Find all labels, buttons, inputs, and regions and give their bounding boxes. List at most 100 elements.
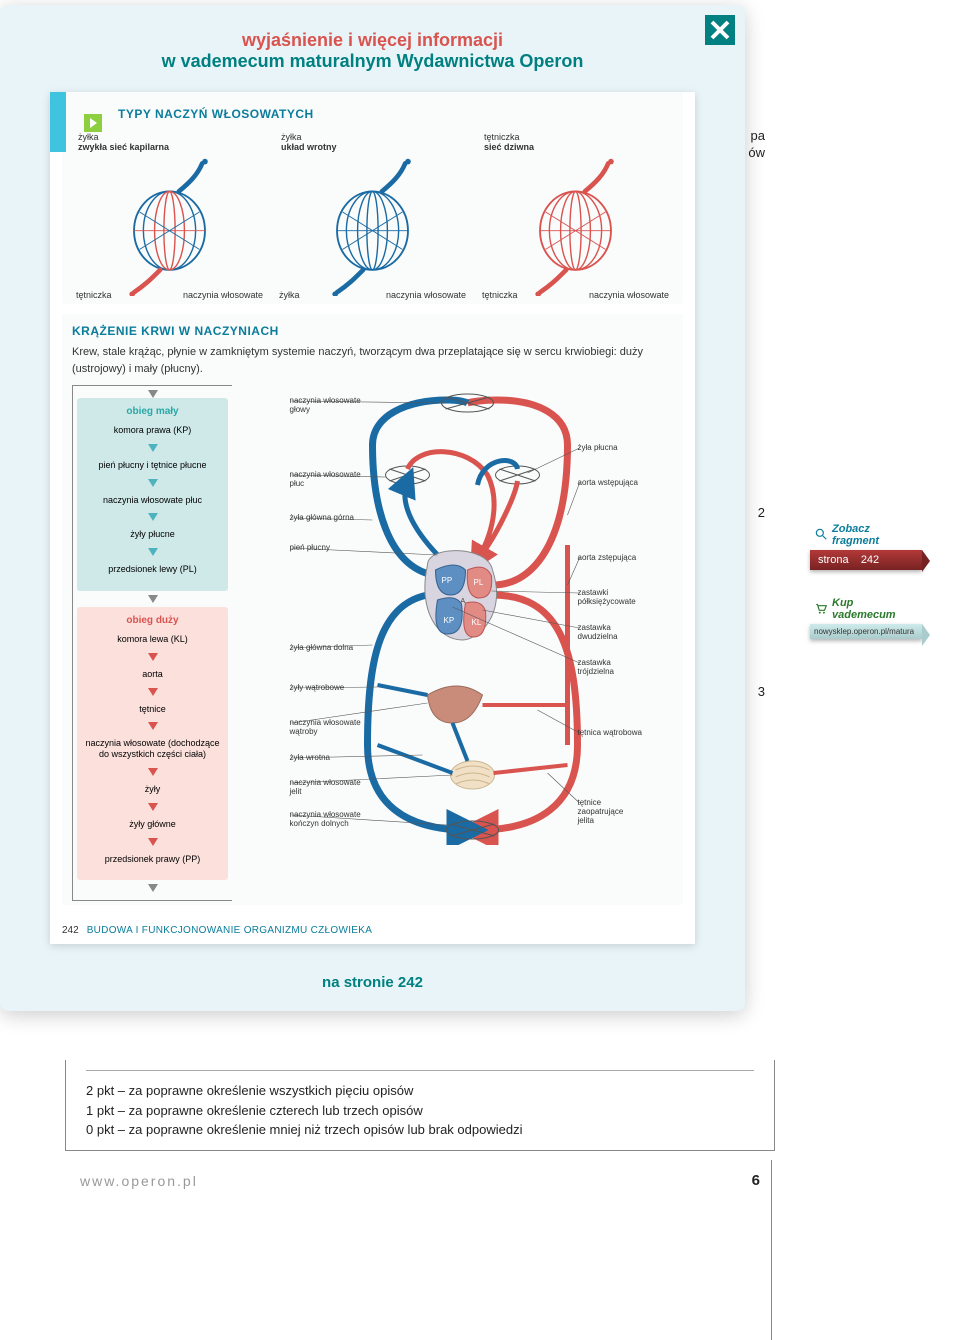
diagram-label: dwudzielna [578, 632, 619, 641]
bg-num-1: 2 [758, 505, 765, 520]
widget-fragment-label: Zobacz fragment [832, 523, 918, 547]
diagram-label: tętnica wątrobowa [578, 728, 643, 737]
close-icon [708, 18, 732, 42]
modal-footer-text: na stronie 242 [10, 954, 735, 1001]
diagram-label: zastawka [578, 658, 612, 667]
flow-column: obieg mały komora prawa (KP) pień płucny … [72, 385, 232, 901]
diagram-label: zastawka [578, 623, 612, 632]
modal-title-2: w vademecum maturalnym Wydawnictwa Opero… [50, 51, 695, 72]
widget-page-label: strona [818, 554, 849, 566]
footer-url: www.operon.pl [80, 1173, 198, 1189]
flow-step: naczynia włosowate płuc [83, 495, 222, 506]
diagram-label: półksiężycowate [578, 597, 637, 606]
arrow-down-icon [148, 513, 158, 521]
diagram-label: zastawki [578, 588, 609, 597]
diagram-label: głowy [290, 405, 310, 414]
svg-text:A: A [461, 598, 466, 605]
flow-step: przedsionek lewy (PL) [83, 564, 222, 575]
diagram-label: naczynia włosowate [290, 718, 362, 727]
arrow-down-icon [148, 653, 158, 661]
scoring-line-1: 2 pkt – za poprawne określenie wszystkic… [86, 1081, 754, 1101]
play-icon [84, 114, 102, 132]
arrow-down-icon [148, 688, 158, 696]
bg-text-2: ów [748, 145, 765, 160]
footer-page-number: 6 [752, 1172, 760, 1189]
diagram-label: naczynia włosowate [290, 810, 362, 819]
modal-title-1: wyjaśnienie i więcej informacji [50, 30, 695, 51]
page-footer-row: www.operon.pl 6 [80, 1172, 760, 1189]
large-loop-box: obieg duży komora lewa (KL) aorta tętnice n… [77, 607, 228, 880]
svg-text:KP: KP [444, 616, 455, 625]
flow-step: aorta [83, 669, 222, 680]
bg-text-1: pa [751, 128, 765, 143]
small-loop-title: obieg mały [83, 406, 222, 417]
scoring-line-3: 0 pkt – za poprawne określenie mniej niż… [86, 1120, 754, 1140]
textbook-page-number: 242 [62, 925, 79, 936]
capillary-item: tętniczka sieć dziwna tętniczkanaczynia … [478, 132, 673, 300]
widget-buy[interactable]: Kup vademecum nowysklep.operon.pl/matura [810, 594, 922, 639]
diagram-label: żyła wrotna [290, 753, 331, 762]
diagram-label: zaopatrujące [578, 807, 624, 816]
flow-step: komora prawa (KP) [83, 425, 222, 436]
arrow-down-icon [148, 479, 158, 487]
diagram-label: aorta wstępująca [578, 478, 639, 487]
diagram-label: pień płucny [290, 543, 330, 552]
arrow-down-icon [148, 444, 158, 452]
flow-step: tętnice [83, 704, 222, 715]
arrow-down-icon [148, 722, 158, 730]
widget-buy-label: Kup vademecum [832, 597, 918, 621]
diagram-label: naczynia włosowate [290, 778, 362, 787]
modal-header: wyjaśnienie i więcej informacji w vademe… [10, 15, 735, 82]
diagram-label: żyła główna dolna [290, 643, 354, 652]
section2-heading: KRĄŻENIE KRWI W NACZYNIACH [72, 324, 673, 338]
diagram-label: naczynia włosowate [290, 396, 362, 405]
diagram-label: aorta zstępująca [578, 553, 637, 562]
flow-step: żyły płucne [83, 529, 222, 540]
magnifier-icon [814, 527, 828, 544]
side-widgets: Zobacz fragment strona 242 Kup vademecum… [810, 520, 922, 639]
diagram-label: płuc [290, 479, 305, 488]
widget-page-num: 242 [861, 554, 879, 566]
diagram-label: żyła płucna [578, 443, 619, 452]
flow-step: pień płucny i tętnice płucne [83, 460, 222, 471]
diagram-label: żyła główna górna [290, 513, 355, 522]
arrow-down-icon [148, 768, 158, 776]
diagram-label: jelit [289, 787, 303, 796]
footer-divider [771, 1160, 772, 1340]
info-modal: wyjaśnienie i więcej informacji w vademe… [0, 5, 745, 1011]
answer-key-box: 2 pkt – za poprawne określenie wszystkic… [65, 1060, 775, 1151]
capillary-item: żyłka układ wrotny żyłkanaczynia włosowa… [275, 132, 470, 300]
section1-heading: TYPY NACZYŃ WŁOSOWATYCH [118, 107, 314, 121]
widget-shop-url: nowysklep.operon.pl/matura [814, 627, 914, 636]
flow-step: żyły główne [83, 819, 222, 830]
arrow-down-icon [148, 803, 158, 811]
diagram-label: wątroby [289, 727, 318, 736]
diagram-label: trójdzielna [578, 667, 615, 676]
small-loop-box: obieg mały komora prawa (KP) pień płucny … [77, 398, 228, 591]
heart-shape: PP PL KP KL A [425, 551, 497, 640]
cart-icon [814, 601, 828, 618]
textbook-section-name: BUDOWA I FUNKCJONOWANIE ORGANIZMU CZŁOWI… [87, 925, 373, 936]
textbook-page-footer: 242 BUDOWA I FUNKCJONOWANIE ORGANIZMU CZ… [50, 917, 695, 944]
diagram-label: tętnice [578, 798, 602, 807]
capillary-item: żyłka zwykła sieć kapilarna tętniczkanac… [72, 132, 267, 300]
diagram-label: kończyn dolnych [290, 819, 349, 828]
flow-step: naczynia włosowate (dochodzące do wszyst… [83, 738, 222, 760]
diagram-label: naczynia włosowate [290, 470, 362, 479]
close-button[interactable] [705, 15, 735, 45]
arrow-down-icon [148, 838, 158, 846]
circulation-panel: KRĄŻENIE KRWI W NACZYNIACH Krew, stale k… [62, 314, 683, 905]
circulation-diagram: PP PL KP KL A naczynia włosowategłowynac… [242, 385, 673, 901]
textbook-page: TYPY NACZYŃ WŁOSOWATYCH żyłka zwykła sie… [50, 92, 695, 944]
large-loop-title: obieg duży [83, 615, 222, 626]
scoring-line-2: 1 pkt – za poprawne określenie czterech … [86, 1101, 754, 1121]
page-tab [50, 92, 66, 152]
diagram-label: żyły wątrobowe [290, 683, 345, 692]
widget-fragment[interactable]: Zobacz fragment strona 242 [810, 520, 922, 570]
diagram-label: jelita [577, 816, 595, 825]
arrow-down-icon [148, 548, 158, 556]
flow-step: żyły [83, 784, 222, 795]
flow-step: komora lewa (KL) [83, 634, 222, 645]
flow-step: przedsionek prawy (PP) [83, 854, 222, 865]
section2-body: Krew, stale krążąc, płynie w zamkniętym … [72, 344, 673, 385]
